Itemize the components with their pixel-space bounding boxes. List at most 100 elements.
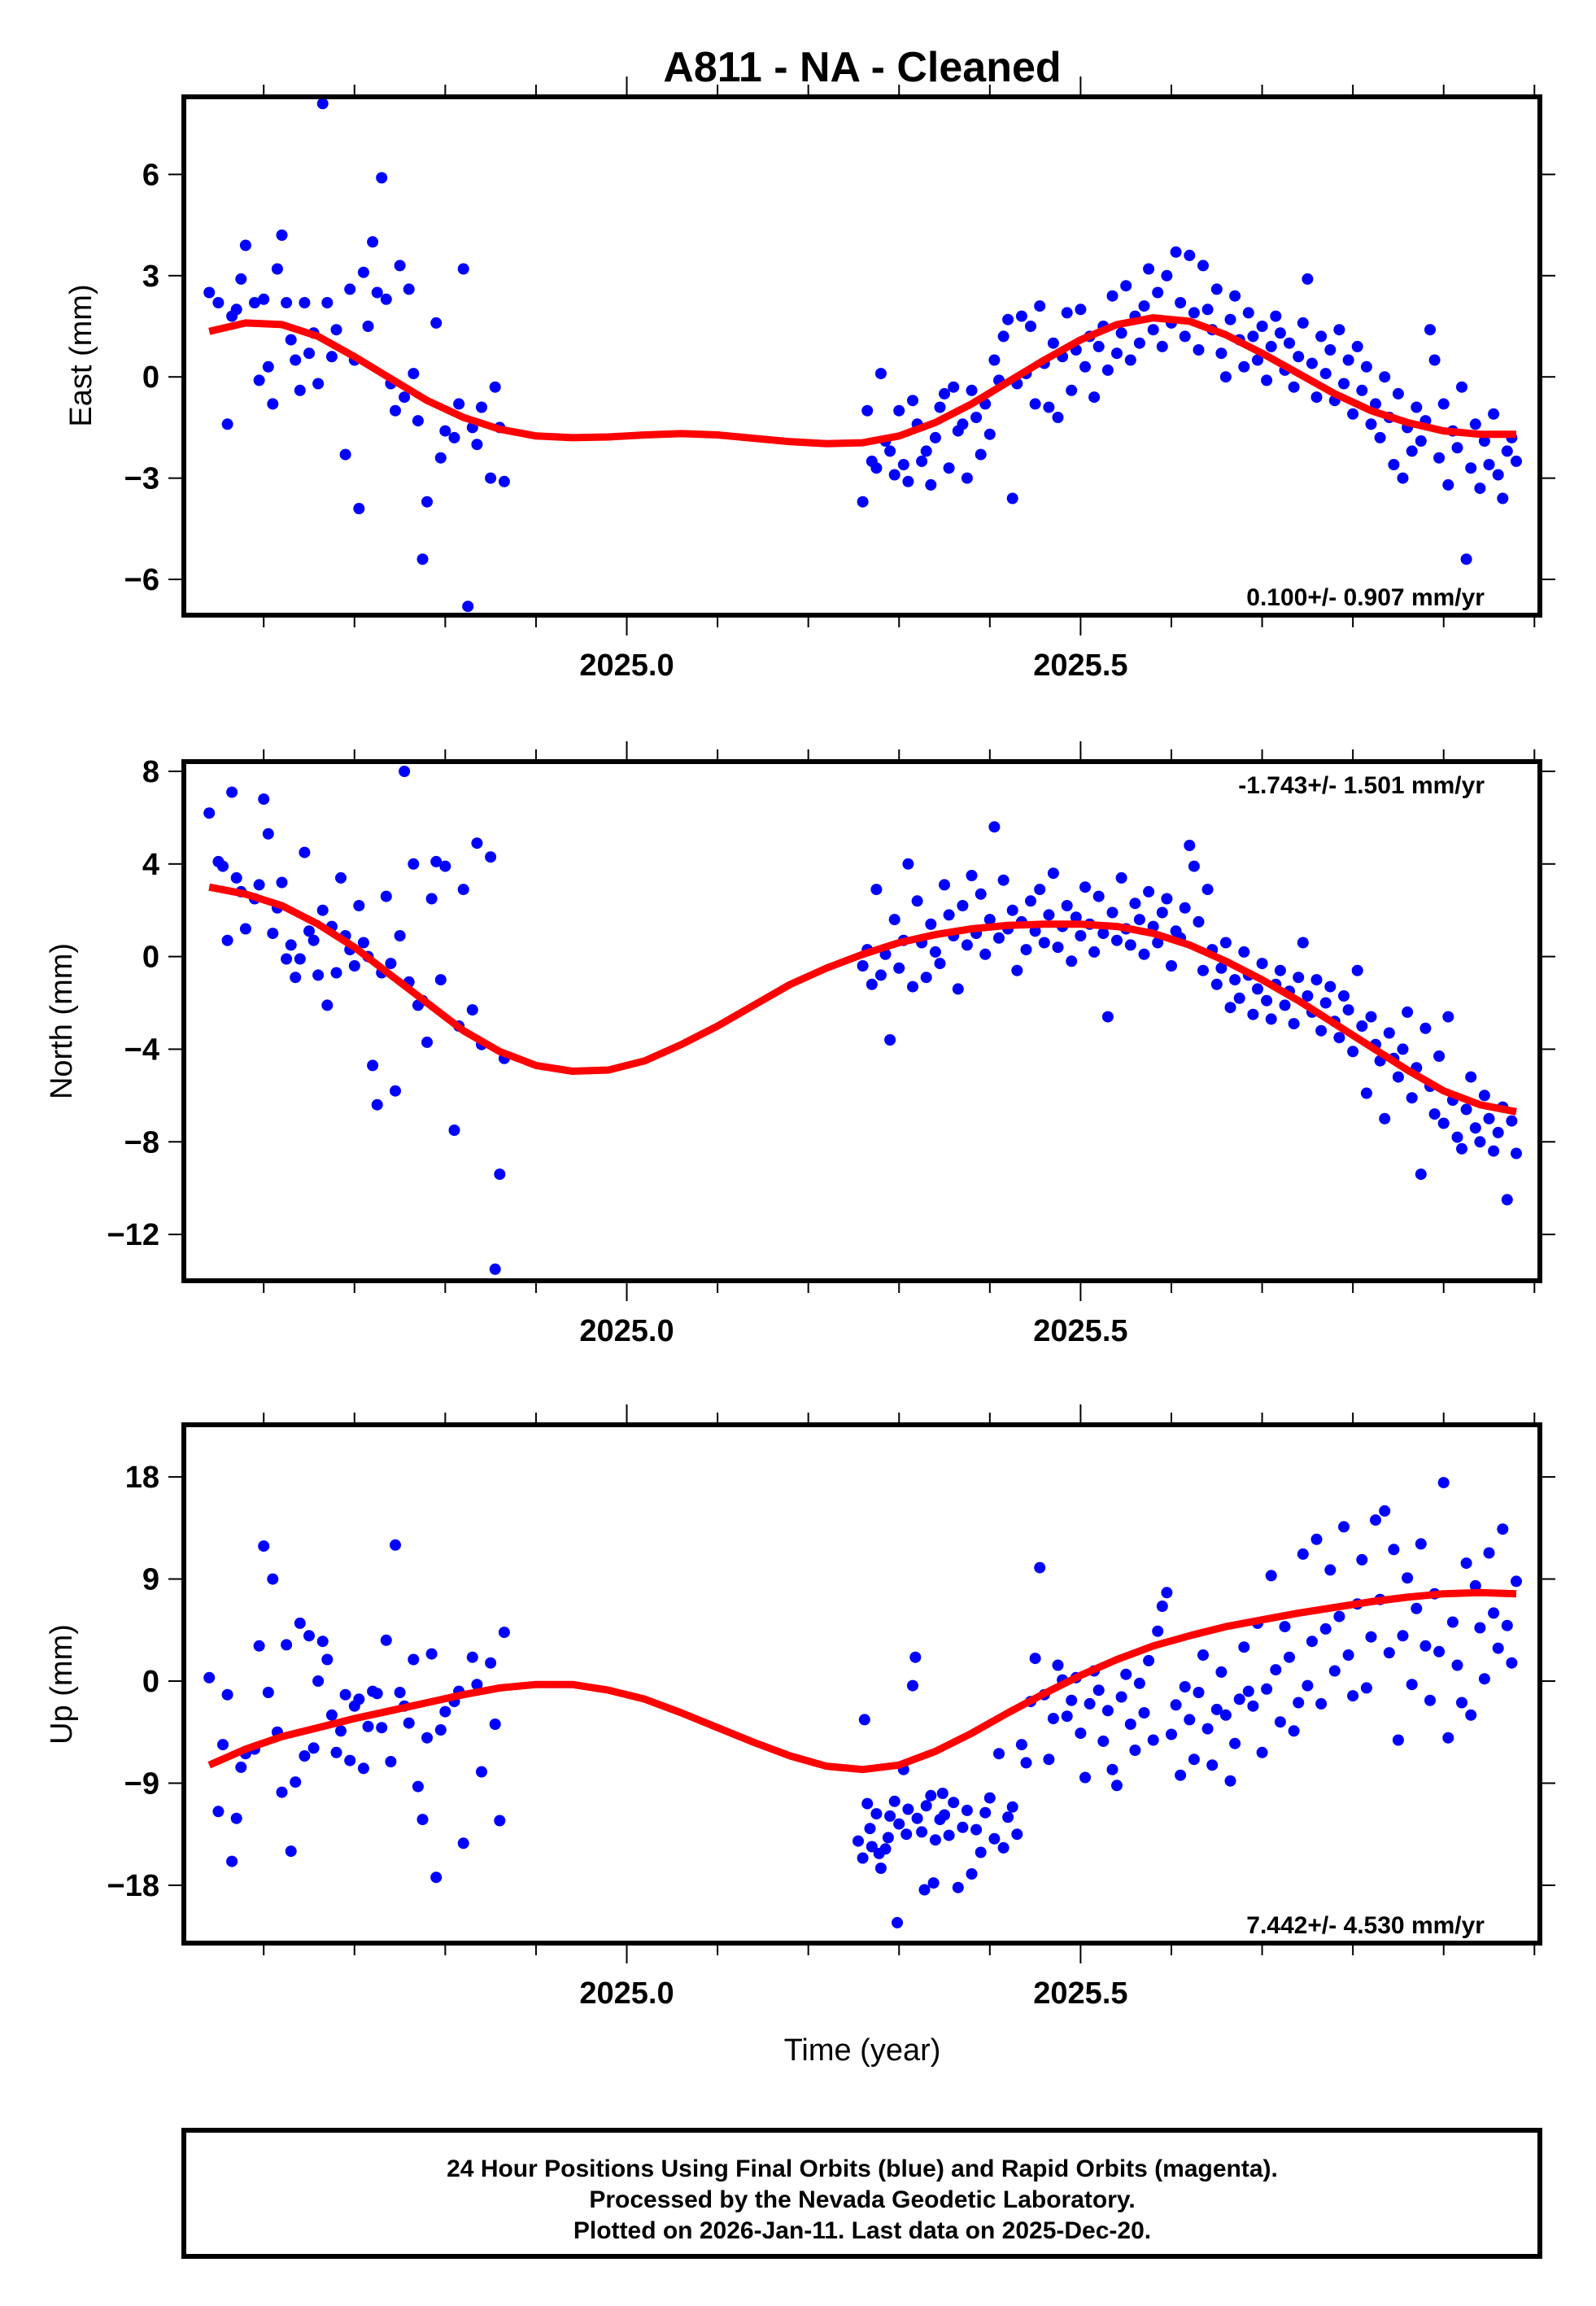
up-data-point bbox=[853, 1835, 864, 1847]
north-data-point bbox=[494, 1168, 506, 1181]
up-data-point bbox=[217, 1739, 229, 1751]
north-data-point bbox=[961, 939, 973, 951]
up-fit-curve bbox=[207, 1588, 1517, 1774]
up-data-point bbox=[421, 1732, 433, 1744]
east-data-point bbox=[1043, 401, 1055, 413]
up-data-point bbox=[344, 1754, 356, 1767]
east-data-point bbox=[325, 351, 338, 363]
up-data-point bbox=[1342, 1649, 1354, 1661]
up-data-point bbox=[900, 1828, 913, 1841]
east-data-point bbox=[1138, 300, 1150, 312]
north-data-point bbox=[1469, 1122, 1481, 1134]
up-data-point bbox=[390, 1539, 401, 1551]
east-data-point bbox=[988, 354, 1001, 366]
east-data-point bbox=[235, 273, 247, 285]
east-data-point bbox=[489, 381, 501, 393]
east-data-point bbox=[485, 472, 497, 484]
up-data-point bbox=[957, 1821, 969, 1833]
east-axes: 2025.0 2025.5 −6 −3 0 3 6 bbox=[124, 76, 1555, 683]
north-data-point bbox=[884, 1034, 896, 1046]
up-y-tick-label: −18 bbox=[107, 1869, 159, 1903]
up-data-point bbox=[226, 1855, 238, 1867]
north-data-point bbox=[1402, 1006, 1414, 1018]
up-data-point bbox=[870, 1808, 883, 1820]
up-data-point bbox=[1115, 1691, 1127, 1703]
north-data-point bbox=[335, 871, 347, 884]
up-data-point bbox=[911, 1812, 923, 1824]
north-data-point bbox=[1356, 1020, 1368, 1032]
up-data-point bbox=[258, 1540, 270, 1553]
north-data-point bbox=[1437, 1117, 1450, 1129]
up-data-point bbox=[966, 1868, 978, 1880]
east-y-tick-label: 3 bbox=[142, 260, 159, 294]
east-data-point bbox=[1179, 330, 1191, 343]
east-data-point bbox=[1047, 337, 1059, 349]
east-data-point bbox=[1034, 300, 1046, 312]
up-data-point bbox=[380, 1634, 392, 1646]
east-data-point bbox=[1365, 418, 1377, 430]
north-data-point bbox=[1129, 898, 1141, 910]
north-data-point bbox=[316, 904, 329, 916]
north-data-point bbox=[1106, 906, 1119, 919]
east-data-point bbox=[1188, 307, 1200, 319]
north-marks bbox=[203, 766, 1522, 1275]
up-data-point bbox=[861, 1797, 874, 1810]
east-data-point bbox=[380, 293, 392, 305]
east-data-point bbox=[1229, 290, 1241, 302]
east-data-point bbox=[1247, 330, 1259, 343]
north-data-point bbox=[1474, 1136, 1486, 1148]
up-data-point bbox=[230, 1812, 242, 1824]
north-data-point bbox=[258, 793, 270, 806]
up-data-point bbox=[1392, 1734, 1404, 1746]
east-data-point bbox=[439, 425, 451, 437]
up-data-point bbox=[1034, 1561, 1046, 1574]
east-data-point bbox=[321, 297, 334, 308]
up-data-point bbox=[993, 1748, 1005, 1760]
up-data-point bbox=[394, 1687, 406, 1698]
north-data-point bbox=[1360, 1087, 1372, 1099]
north-data-point bbox=[1293, 972, 1305, 984]
up-data-point bbox=[1383, 1647, 1395, 1659]
east-data-point bbox=[394, 260, 406, 272]
up-data-point bbox=[457, 1837, 469, 1850]
up-data-point bbox=[253, 1640, 265, 1652]
up-data-point bbox=[339, 1688, 351, 1701]
up-data-point bbox=[330, 1746, 342, 1758]
north-data-point bbox=[1392, 1071, 1404, 1083]
east-data-point bbox=[1374, 431, 1386, 443]
east-data-point bbox=[1147, 324, 1159, 336]
up-rate-label: 7.442+/- 4.530 mm/yr bbox=[1246, 1912, 1485, 1939]
up-data-point bbox=[1279, 1621, 1291, 1633]
east-data-point bbox=[1270, 310, 1282, 322]
up-data-point bbox=[1097, 1735, 1110, 1747]
up-data-point bbox=[1229, 1737, 1241, 1749]
up-data-point bbox=[1224, 1775, 1236, 1787]
up-data-point bbox=[294, 1617, 306, 1629]
east-data-point bbox=[1483, 459, 1495, 470]
east-data-point bbox=[1319, 368, 1332, 380]
up-data-point bbox=[1302, 1679, 1314, 1692]
up-data-point bbox=[1101, 1705, 1114, 1717]
east-data-point bbox=[1092, 340, 1105, 352]
north-data-point bbox=[1047, 867, 1059, 880]
east-y-tick-label: 6 bbox=[142, 158, 159, 192]
up-data-point bbox=[1492, 1642, 1504, 1654]
north-data-point bbox=[1111, 934, 1123, 946]
north-data-point bbox=[1351, 964, 1363, 976]
up-data-point bbox=[1406, 1679, 1418, 1691]
up-data-point bbox=[979, 1806, 992, 1819]
north-data-point bbox=[1379, 1112, 1391, 1125]
north-data-point bbox=[408, 858, 420, 870]
up-data-point bbox=[1356, 1553, 1368, 1566]
east-data-point bbox=[1478, 435, 1490, 447]
east-data-point bbox=[430, 317, 443, 329]
north-data-point bbox=[1333, 1032, 1345, 1044]
up-data-point bbox=[221, 1688, 233, 1701]
up-data-point bbox=[1084, 1697, 1096, 1710]
east-data-point bbox=[371, 286, 383, 299]
up-data-point bbox=[212, 1806, 225, 1818]
east-data-point bbox=[357, 266, 369, 278]
north-data-point bbox=[267, 928, 279, 940]
east-data-point bbox=[1302, 273, 1314, 285]
